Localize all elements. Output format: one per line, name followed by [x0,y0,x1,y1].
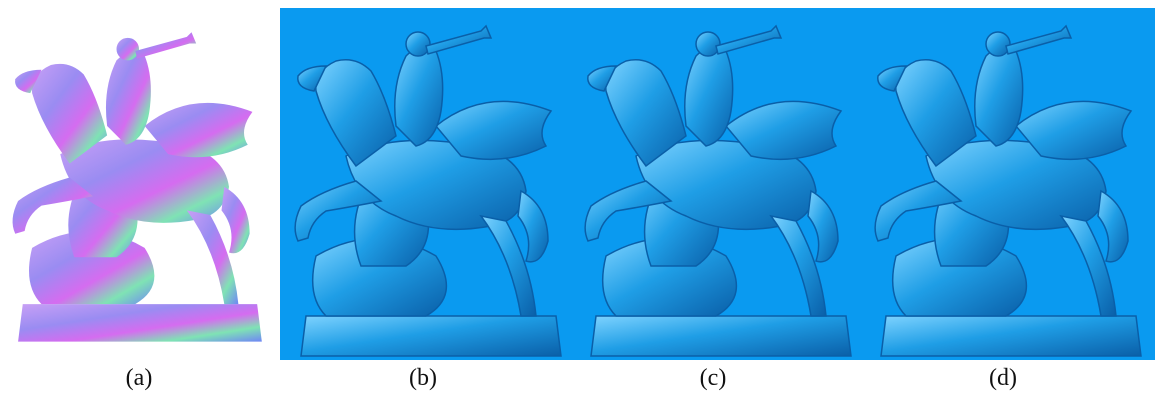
rendered-statue-icon [286,16,574,362]
normal-map-statue-icon [4,14,274,356]
render-background [280,8,1155,360]
rendered-statue-icon [866,16,1154,362]
caption-d: (d) [989,365,1017,391]
caption-c: (c) [699,365,727,391]
panel-b-image [286,16,574,362]
panel-d-image [866,16,1154,362]
panel-a-image [4,14,274,356]
rendered-statue-icon [576,16,864,362]
panel-c-image [576,16,864,362]
caption-b: (b) [409,365,437,391]
caption-a: (a) [125,365,153,391]
